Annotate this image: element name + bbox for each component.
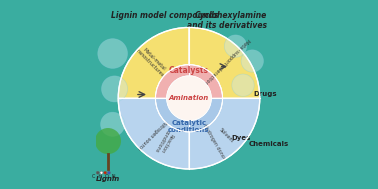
Text: Nitrogen source: Nitrogen source (136, 119, 168, 151)
Text: Solvent: Solvent (218, 127, 234, 143)
Circle shape (104, 171, 107, 174)
Text: Cyclohexylamine
and its derivatives: Cyclohexylamine and its derivatives (187, 11, 267, 30)
Circle shape (100, 171, 103, 174)
Circle shape (167, 76, 211, 121)
Text: Metal-support interactions: Metal-support interactions (201, 36, 251, 86)
Circle shape (96, 171, 99, 174)
Text: Reaction
conditions: Reaction conditions (153, 128, 175, 155)
Circle shape (107, 171, 110, 174)
Text: Drugs: Drugs (254, 91, 277, 97)
Wedge shape (155, 98, 223, 132)
Circle shape (101, 112, 125, 136)
Text: Dyes: Dyes (231, 136, 251, 142)
Text: Catalytic
conditions: Catalytic conditions (168, 120, 210, 133)
Circle shape (95, 128, 121, 154)
Text: Catalysts: Catalysts (169, 66, 209, 75)
Circle shape (225, 35, 247, 57)
Text: Hydrogen donor: Hydrogen donor (202, 123, 226, 160)
Wedge shape (155, 65, 223, 98)
Text: Amination: Amination (169, 95, 209, 101)
Text: Lignin model compounds: Lignin model compounds (111, 11, 218, 20)
Circle shape (232, 74, 254, 96)
Wedge shape (118, 98, 189, 169)
Wedge shape (189, 27, 260, 98)
Wedge shape (189, 98, 260, 169)
Circle shape (98, 39, 127, 68)
Text: Chemicals: Chemicals (249, 141, 289, 147)
Circle shape (241, 50, 263, 72)
Text: C  H  O  N: C H O N (93, 174, 116, 179)
Text: Lignin: Lignin (96, 177, 120, 182)
Text: Metal-metal
nanostructures: Metal-metal nanostructures (135, 44, 169, 78)
Wedge shape (118, 27, 189, 98)
Circle shape (101, 76, 127, 102)
